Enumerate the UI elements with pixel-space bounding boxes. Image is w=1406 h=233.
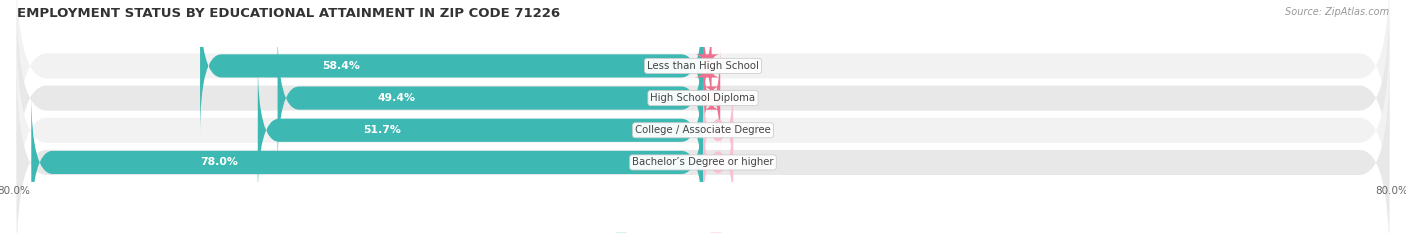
FancyBboxPatch shape bbox=[703, 78, 733, 183]
Text: College / Associate Degree: College / Associate Degree bbox=[636, 125, 770, 135]
Text: Bachelor’s Degree or higher: Bachelor’s Degree or higher bbox=[633, 158, 773, 168]
FancyBboxPatch shape bbox=[200, 0, 703, 135]
Text: Source: ZipAtlas.com: Source: ZipAtlas.com bbox=[1285, 7, 1389, 17]
FancyBboxPatch shape bbox=[277, 29, 703, 167]
FancyBboxPatch shape bbox=[695, 13, 720, 119]
Text: High School Diploma: High School Diploma bbox=[651, 93, 755, 103]
Text: 58.4%: 58.4% bbox=[322, 61, 360, 71]
FancyBboxPatch shape bbox=[17, 0, 1389, 166]
Legend: In Labor Force, Unemployed: In Labor Force, Unemployed bbox=[612, 229, 794, 233]
Text: 1.0%: 1.0% bbox=[720, 61, 748, 71]
Text: EMPLOYMENT STATUS BY EDUCATIONAL ATTAINMENT IN ZIP CODE 71226: EMPLOYMENT STATUS BY EDUCATIONAL ATTAINM… bbox=[17, 7, 560, 20]
FancyBboxPatch shape bbox=[703, 110, 733, 215]
FancyBboxPatch shape bbox=[17, 0, 1389, 198]
Text: 0.0%: 0.0% bbox=[742, 158, 769, 168]
Text: 51.7%: 51.7% bbox=[364, 125, 401, 135]
FancyBboxPatch shape bbox=[257, 62, 703, 199]
FancyBboxPatch shape bbox=[17, 30, 1389, 230]
Text: 0.0%: 0.0% bbox=[742, 125, 769, 135]
FancyBboxPatch shape bbox=[31, 94, 703, 231]
FancyBboxPatch shape bbox=[703, 45, 720, 151]
Text: Less than High School: Less than High School bbox=[647, 61, 759, 71]
Text: 78.0%: 78.0% bbox=[201, 158, 238, 168]
Text: 49.4%: 49.4% bbox=[378, 93, 416, 103]
Text: 2.0%: 2.0% bbox=[728, 93, 756, 103]
FancyBboxPatch shape bbox=[17, 62, 1389, 233]
